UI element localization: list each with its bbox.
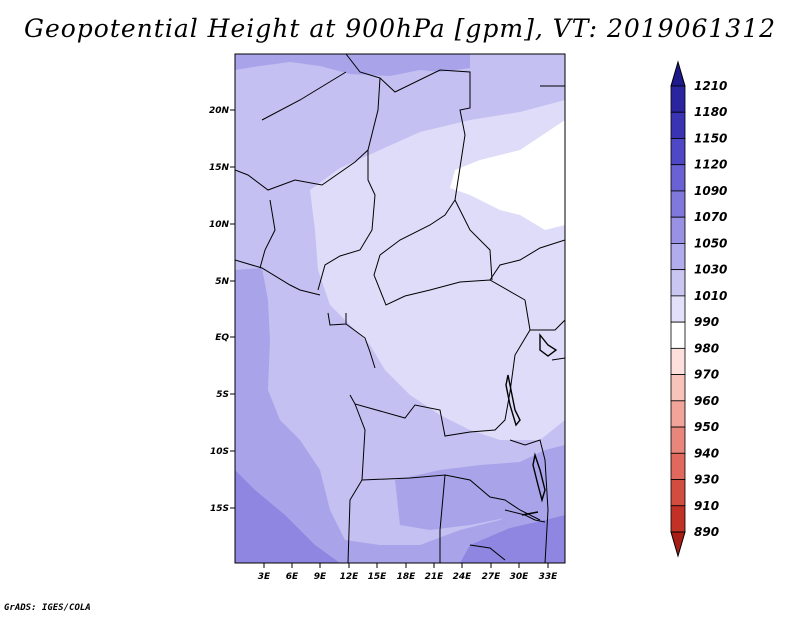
- legend-swatch: [670, 216, 686, 244]
- lon-label: 12E: [340, 572, 360, 582]
- country-borders: [235, 54, 565, 563]
- lat-label: 20N: [209, 106, 230, 116]
- legend-arrow-bottom: [670, 531, 686, 558]
- lon-label: 18E: [397, 572, 417, 582]
- legend-label: 910: [694, 499, 719, 513]
- legend-swatch: [670, 243, 686, 271]
- map-frame: [234, 53, 566, 564]
- field-1070-1090: [235, 470, 340, 563]
- color-legend: 1210 1180 1150 1120 1090 1070 1050 1030 1010 990 9…: [670, 60, 727, 558]
- legend-label: 1070: [694, 210, 727, 224]
- legend-label: 940: [694, 446, 719, 460]
- legend-label: 990: [694, 315, 719, 329]
- field-below-1010: [450, 120, 565, 230]
- legend-label: 890: [694, 525, 719, 539]
- lon-label: 9E: [314, 572, 327, 582]
- lat-label: 15S: [210, 504, 229, 514]
- lon-label: 24E: [453, 572, 473, 582]
- chart-title: Geopotential Height at 900hPa [gpm], VT:…: [23, 14, 777, 43]
- lon-label: 3E: [258, 572, 271, 582]
- legend-label: 970: [694, 368, 719, 382]
- height-field: [235, 54, 565, 563]
- lat-label: EQ: [215, 333, 229, 343]
- legend-label: 980: [694, 341, 719, 355]
- lat-label: 5S: [216, 390, 229, 400]
- lon-label: 30E: [510, 572, 530, 582]
- legend-swatch: [670, 426, 686, 454]
- lat-label: 15N: [209, 163, 230, 173]
- lat-label: 10N: [209, 220, 230, 230]
- legend-swatch: [670, 85, 686, 113]
- legend-swatch: [670, 347, 686, 375]
- legend-label: 1030: [694, 263, 727, 277]
- lon-label: 6E: [286, 572, 299, 582]
- lon-label: 15E: [368, 572, 388, 582]
- lakes: [505, 333, 558, 516]
- legend-label: 1150: [694, 131, 727, 145]
- legend-swatch: [670, 452, 686, 480]
- axis-ticks: [230, 109, 549, 568]
- legend-swatch: [670, 505, 686, 533]
- lat-label: 10S: [210, 447, 229, 457]
- legend-label: 930: [694, 473, 719, 487]
- credit-text: GrADS: IGES/COLA: [4, 603, 91, 613]
- legend-label: 1210: [694, 79, 727, 93]
- legend-swatch: [670, 269, 686, 297]
- legend-label: 950: [694, 420, 719, 434]
- legend-label: 960: [694, 394, 719, 408]
- field-1050-1070-west: [235, 268, 565, 563]
- legend-swatch: [670, 321, 686, 349]
- legend-label: 1050: [694, 236, 727, 250]
- lat-labels: 20N 15N 10N 5N EQ 5S 10S 15S: [209, 106, 230, 514]
- legend-swatch: [670, 400, 686, 428]
- lon-labels: 3E 6E 9E 12E 15E 18E 21E 24E 27E 30E 33E: [258, 572, 558, 582]
- legend-swatch: [670, 295, 686, 323]
- lon-label: 33E: [539, 572, 559, 582]
- legend-label: 1010: [694, 289, 727, 303]
- lon-label: 21E: [425, 572, 445, 582]
- field-1050-1070-north: [235, 54, 470, 76]
- lat-label: 5N: [215, 277, 229, 287]
- legend-swatch: [670, 111, 686, 139]
- legend-label: 1120: [694, 158, 727, 172]
- legend-label: 1090: [694, 184, 727, 198]
- legend-label: 1180: [694, 105, 727, 119]
- legend-swatch: [670, 479, 686, 507]
- legend-arrow-top: [670, 60, 686, 87]
- lon-label: 27E: [482, 572, 502, 582]
- legend-swatch: [670, 190, 686, 218]
- legend-swatch: [670, 164, 686, 192]
- legend-swatch: [670, 374, 686, 402]
- field-1050-1070-south: [395, 445, 565, 530]
- field-1070-1090-se: [460, 515, 565, 563]
- legend-swatch: [670, 138, 686, 166]
